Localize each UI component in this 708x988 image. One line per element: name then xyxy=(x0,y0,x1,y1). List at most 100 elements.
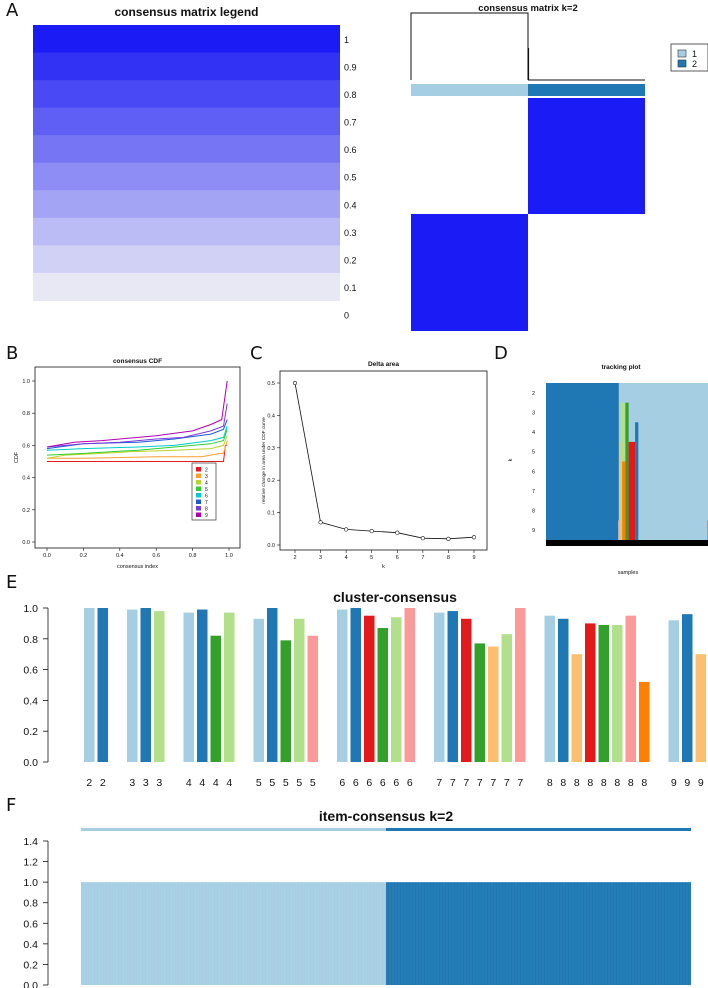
cdf-ylabel: CDF xyxy=(14,451,20,463)
cdf-xtick-label: 0.0 xyxy=(43,553,51,559)
legend-tick-label: 0.4 xyxy=(344,200,357,210)
cc-group-label: 8 xyxy=(601,777,607,789)
cc-group-label: 8 xyxy=(587,777,593,789)
delta-ytick-label: 0.3 xyxy=(267,446,275,452)
cdf-frame xyxy=(34,366,241,549)
cdf-xtick-label: 0.8 xyxy=(189,553,197,559)
cdf-legend-label: 4 xyxy=(205,481,208,487)
cc-bar-k8-c5 xyxy=(598,624,609,762)
ic-ytick-label: 0.4 xyxy=(23,939,38,951)
legend-tick-label: 0 xyxy=(344,310,349,320)
cdf-xtick-label: 0.4 xyxy=(116,553,124,559)
cc-group-label: 7 xyxy=(436,777,442,789)
delta-line xyxy=(294,382,475,540)
ic-ytick-label: 0.8 xyxy=(23,898,38,910)
cc-bar-k4-c5 xyxy=(210,635,221,762)
delta-point xyxy=(369,528,374,534)
cc-bar-k7-c5 xyxy=(474,643,485,762)
panel-label-f: F xyxy=(6,795,17,816)
cdf-line-k9 xyxy=(46,380,228,448)
legend-swatch xyxy=(33,162,340,191)
cc-bar-k6-c3 xyxy=(364,615,375,762)
delta-point xyxy=(318,520,323,525)
cdf-line-k8 xyxy=(46,403,228,448)
cdf-legend-label: 6 xyxy=(205,494,208,500)
legend-swatch xyxy=(33,245,340,274)
tracking-ylabel: k xyxy=(508,458,514,461)
cc-bar-k6-c6 xyxy=(404,608,415,762)
legend-swatch xyxy=(33,107,340,136)
cc-group-label: 5 xyxy=(256,777,262,789)
cdf-line-k4 xyxy=(46,435,228,459)
item-consensus-title: item-consensus k=2 xyxy=(319,808,453,824)
cdf-line-k5 xyxy=(46,429,228,456)
legend-tick-label: 0.8 xyxy=(344,90,357,100)
delta-xtick-label: 6 xyxy=(396,555,399,561)
tracking-row-label: 5 xyxy=(532,450,535,456)
cdf-ytick-label: 0.0 xyxy=(22,540,30,546)
cc-ytick-label: 0.6 xyxy=(23,665,38,677)
tracking-row-label: 8 xyxy=(532,509,535,515)
cc-bar-k4-c1 xyxy=(183,612,194,762)
cc-bar-k8-c2 xyxy=(558,618,569,762)
tracking-sample-bar xyxy=(546,540,708,546)
cc-bar-k8-c7 xyxy=(571,654,582,762)
delta-point xyxy=(292,380,298,386)
cc-group-label: 6 xyxy=(380,777,386,789)
cc-bar-k4-c2 xyxy=(197,609,208,762)
cc-bar-k6-c1 xyxy=(337,609,348,762)
cdf-legend-swatch xyxy=(196,512,201,517)
cdf-ytick-label: 0.4 xyxy=(22,476,30,482)
cc-group-label: 9 xyxy=(684,777,690,789)
tracking-row-label: 3 xyxy=(532,410,535,416)
delta-xtick-label: 3 xyxy=(319,555,322,561)
tracking-segment xyxy=(625,402,629,540)
matrix-legend-label: 1 xyxy=(692,49,697,59)
cc-group-label: 6 xyxy=(407,777,413,789)
tracking-row-label: 6 xyxy=(532,469,535,475)
cc-group-label: 4 xyxy=(199,777,205,789)
delta-ytick-label: 0.0 xyxy=(267,543,275,549)
legend-tick-label: 0.3 xyxy=(344,228,357,238)
cdf-legend-box xyxy=(191,462,217,521)
cc-group-label: 4 xyxy=(226,777,232,789)
cdf-xtick-label: 0.2 xyxy=(80,553,88,559)
delta-xlabel: k xyxy=(382,564,385,570)
panel-label-c: C xyxy=(250,343,263,364)
legend-swatch xyxy=(33,190,340,219)
cdf-ytick-label: 0.8 xyxy=(22,411,30,417)
cc-ytick-label: 0.4 xyxy=(23,695,38,707)
cdf-line-k6 xyxy=(46,425,228,451)
cdf-legend-swatch xyxy=(196,467,201,472)
legend-tick-label: 0.2 xyxy=(344,255,357,265)
cc-ytick-label: 0.0 xyxy=(23,757,38,769)
cdf-legend-swatch xyxy=(196,493,201,498)
cc-group-label: 3 xyxy=(143,777,149,789)
cc-bar-k6-c5 xyxy=(377,628,388,762)
tracking-row-label: 2 xyxy=(532,391,535,397)
legend-swatch xyxy=(33,52,340,81)
delta-point xyxy=(471,535,477,540)
panel-label-d: D xyxy=(494,343,508,364)
cc-bar-k8-c4 xyxy=(612,624,623,762)
ic-bar-cluster1 xyxy=(81,882,386,985)
delta-point xyxy=(395,530,400,535)
cc-group-label: 8 xyxy=(574,777,580,789)
cc-ytick-label: 0.2 xyxy=(23,726,38,738)
legend-swatch xyxy=(33,135,340,164)
cc-group-label: 8 xyxy=(560,777,566,789)
delta-ytick-label: 0.1 xyxy=(267,511,275,517)
delta-xtick-label: 7 xyxy=(421,555,424,561)
cc-bar-k9-c2 xyxy=(682,614,693,762)
panel-label-b: B xyxy=(6,343,19,364)
cdf-legend-label: 3 xyxy=(205,474,208,480)
ic-membership-strip xyxy=(386,828,691,831)
delta-ytick-label: 0.4 xyxy=(267,413,275,419)
ic-ytick-label: 1.0 xyxy=(23,877,38,889)
delta-frame xyxy=(279,370,488,551)
cc-bar-k3-c4 xyxy=(154,611,165,762)
delta-ytick-label: 0.2 xyxy=(267,478,275,484)
cdf-xtick-label: 0.6 xyxy=(152,553,160,559)
cc-group-label: 6 xyxy=(366,777,372,789)
